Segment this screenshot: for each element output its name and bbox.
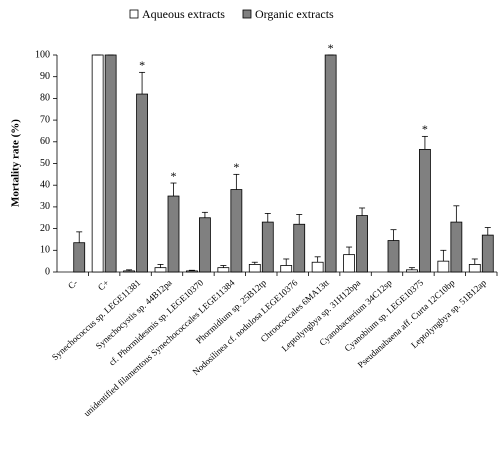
y-tick-label: 100 (35, 49, 50, 60)
bar (343, 254, 355, 273)
bar (356, 215, 368, 273)
error-bar (251, 261, 258, 265)
error-bar (188, 269, 195, 271)
y-tick-label: 30 (40, 201, 50, 212)
y-tick-label: 0 (45, 266, 50, 277)
error-bar (484, 227, 491, 236)
error-bar (170, 182, 177, 197)
y-tick-label: 90 (40, 71, 50, 82)
y-tick-label: 70 (40, 114, 50, 125)
bar (136, 93, 148, 273)
x-tick-label: C- (66, 278, 79, 291)
error-bar (408, 267, 415, 270)
significance-marker: * (171, 169, 177, 183)
y-tick-label: 10 (40, 245, 50, 256)
bar (167, 195, 180, 273)
bar (311, 261, 324, 273)
error-bar (283, 258, 290, 266)
bar (123, 270, 135, 273)
error-bar (220, 265, 227, 268)
bar (248, 264, 261, 273)
bar (186, 270, 198, 273)
error-bar (296, 214, 303, 225)
bar (450, 221, 463, 273)
bar (280, 265, 293, 273)
legend-label: Aqueous extracts (142, 7, 225, 21)
significance-marker: * (233, 160, 239, 174)
bar (419, 148, 431, 273)
y-tick-label: 40 (40, 179, 50, 190)
error-bar (440, 249, 447, 262)
error-bar (314, 256, 321, 263)
bar (91, 54, 104, 273)
y-tick-label: 20 (40, 223, 50, 234)
error-bar (126, 269, 133, 271)
y-axis-label: Mortality rate (%) (10, 119, 22, 207)
bar (437, 260, 450, 273)
significance-marker: * (139, 58, 145, 72)
bar (468, 264, 481, 273)
error-bar (390, 229, 397, 241)
error-bar (359, 207, 366, 216)
error-bar (346, 246, 353, 255)
legend-swatch (242, 9, 252, 19)
bar (154, 267, 167, 273)
y-tick-label: 50 (40, 158, 50, 169)
error-bar (471, 258, 478, 265)
bar (217, 267, 230, 273)
error-bar (453, 205, 460, 223)
bar (481, 234, 494, 273)
legend-label: Organic extracts (255, 7, 334, 21)
error-bar (264, 213, 271, 223)
error-bar (157, 264, 164, 268)
bar (387, 240, 400, 273)
bar (406, 269, 418, 273)
significance-marker: * (328, 41, 334, 55)
bar (73, 242, 86, 273)
legend-swatch (129, 9, 139, 19)
y-tick-label: 80 (40, 93, 50, 104)
error-bar (233, 173, 240, 190)
y-tick-label: 60 (40, 136, 50, 147)
bar (261, 221, 274, 273)
error-bar (139, 71, 146, 95)
bar (293, 223, 306, 273)
bar (230, 189, 243, 273)
error-bar (76, 231, 83, 243)
significance-marker: * (422, 122, 428, 136)
bar (104, 54, 117, 273)
bar (199, 217, 211, 273)
x-tick-label: C+ (96, 278, 111, 293)
bar (324, 54, 337, 273)
error-bar (421, 135, 428, 150)
error-bar (201, 211, 208, 218)
